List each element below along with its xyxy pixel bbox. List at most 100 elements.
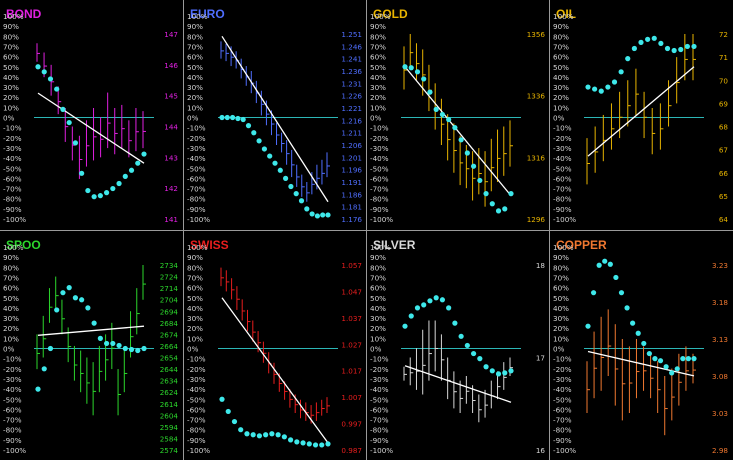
- percent-tick-label: 40%: [553, 73, 569, 82]
- chart-title: OIL: [556, 7, 576, 21]
- percent-tick-label: 30%: [553, 83, 569, 92]
- percent-tick-label: 100%: [187, 12, 208, 21]
- oscillator-dot: [483, 364, 489, 370]
- oscillator-dot: [607, 261, 613, 267]
- percent-tick-label: -40%: [3, 385, 22, 394]
- percent-tick-label: 80%: [3, 32, 19, 41]
- percent-tick-label: 80%: [553, 32, 569, 41]
- percent-tick-label: 90%: [187, 253, 203, 262]
- oscillator-dot: [663, 364, 669, 370]
- oscillator-dot: [231, 418, 238, 425]
- percent-tick-label: -70%: [553, 416, 572, 425]
- percent-tick-label: -30%: [553, 375, 572, 384]
- oscillator-dot: [60, 106, 66, 112]
- price-tick-label: 142: [164, 184, 178, 193]
- percent-tick-label: -20%: [187, 365, 206, 374]
- price-tick-label: 2624: [160, 388, 179, 397]
- oscillator-dot: [602, 258, 608, 264]
- price-tick-label: 0.997: [341, 420, 362, 429]
- chart-title: EURO: [190, 7, 225, 21]
- oscillator-dot: [116, 342, 122, 349]
- oscillator-dot: [141, 151, 147, 157]
- oscillator-dot: [110, 185, 116, 192]
- percent-tick-label: 50%: [370, 63, 386, 72]
- price-tick-label: 1.181: [341, 203, 362, 212]
- percent-tick-label: 60%: [553, 53, 569, 62]
- percent-tick-label: 30%: [3, 314, 19, 323]
- percent-tick-label: -30%: [187, 375, 206, 384]
- chart-svg-gold: GOLD100%90%80%70%60%50%40%30%20%10%0%-10…: [370, 7, 546, 224]
- percent-tick-label: -10%: [370, 355, 389, 364]
- percent-tick-label: -40%: [3, 154, 22, 163]
- percent-tick-label: 40%: [370, 73, 386, 82]
- oscillator-dot: [283, 175, 289, 181]
- oscillator-dot: [446, 305, 452, 311]
- oscillator-dot: [402, 64, 408, 70]
- percent-tick-label: 60%: [553, 284, 569, 293]
- trend-line: [404, 365, 512, 403]
- oscillator-dot: [613, 274, 619, 281]
- oscillator-dot: [585, 84, 591, 90]
- price-tick-label: 2634: [160, 377, 179, 386]
- percent-tick-label: 20%: [3, 93, 19, 102]
- oscillator-dot: [477, 356, 483, 362]
- percent-tick-label: 70%: [3, 42, 19, 51]
- oscillator-dot: [225, 408, 231, 415]
- oscillator-dot: [691, 43, 697, 50]
- trend-line: [37, 325, 145, 336]
- chart-svg-silver: SILVER100%90%80%70%60%50%40%30%20%10%0%-…: [370, 238, 545, 455]
- price-tick-label: 1.047: [341, 287, 362, 296]
- trend-line: [587, 350, 695, 377]
- oscillator-dot: [664, 45, 671, 52]
- percent-tick-label: 10%: [370, 334, 386, 343]
- price-tick-label: 2724: [160, 273, 179, 282]
- percent-tick-label: 10%: [187, 334, 203, 343]
- oscillator-dot: [103, 190, 110, 196]
- price-tick-label: 1316: [527, 153, 546, 162]
- percent-tick-label: 80%: [187, 32, 203, 41]
- price-tick-label: 2684: [160, 319, 179, 328]
- oscillator-dot: [54, 86, 60, 92]
- percent-tick-label: -40%: [370, 154, 389, 163]
- oscillator-dot: [630, 320, 636, 326]
- trend-line: [221, 297, 329, 444]
- percent-tick-label: 30%: [370, 83, 386, 92]
- chart-svg-spoo: SPOO100%90%80%70%60%50%40%30%20%10%0%-10…: [3, 238, 179, 455]
- oscillator-dot: [275, 432, 281, 438]
- oscillator-dot: [631, 45, 637, 52]
- oscillator-dot: [674, 366, 680, 372]
- percent-tick-label: 0%: [3, 345, 15, 354]
- percent-tick-label: -10%: [187, 124, 206, 133]
- oscillator-dot: [669, 370, 675, 376]
- chart-title: COPPER: [556, 238, 607, 252]
- percent-tick-label: 20%: [3, 324, 19, 333]
- oscillator-dot: [135, 160, 141, 166]
- percent-tick-label: -50%: [187, 164, 206, 173]
- percent-tick-label: -80%: [553, 195, 572, 204]
- oscillator-dot: [97, 193, 103, 199]
- oscillator-dot: [625, 56, 631, 62]
- oscillator-dot: [592, 86, 598, 92]
- percent-tick-label: -100%: [187, 215, 210, 224]
- trend-line: [587, 66, 695, 157]
- oscillator-dot: [658, 40, 664, 47]
- percent-tick-label: -60%: [553, 174, 572, 183]
- oscillator-dot: [116, 180, 122, 187]
- oscillator-dot: [635, 330, 641, 336]
- percent-tick-label: -60%: [187, 405, 206, 414]
- percent-tick-label: -90%: [553, 436, 572, 445]
- chart-panel-swiss: SWISS 100% 90% 80% 70% 60% 50% 40% 30% 20% 10% 0% -1…: [184, 231, 366, 460]
- oscillator-dot: [433, 295, 439, 301]
- price-tick-label: 2574: [160, 446, 179, 455]
- oscillator-dot: [618, 290, 625, 296]
- percent-tick-label: -100%: [3, 446, 26, 455]
- percent-tick-label: 40%: [187, 304, 203, 313]
- price-tick-label: 1.057: [341, 261, 362, 270]
- oscillator-dot: [598, 88, 604, 94]
- percent-tick-label: 10%: [3, 103, 19, 112]
- price-tick-label: 64: [719, 215, 729, 224]
- percent-tick-label: -10%: [370, 124, 389, 133]
- oscillator-dot: [657, 358, 664, 364]
- price-tick-label: 1.186: [341, 190, 362, 199]
